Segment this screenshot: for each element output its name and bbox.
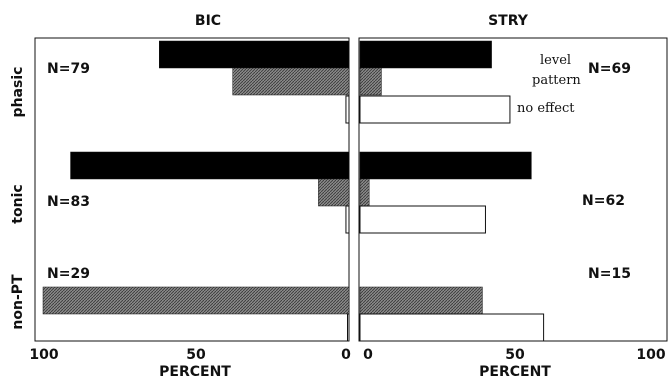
stry-xlabel: PERCENT	[479, 364, 551, 380]
bic-tick-0: 0	[341, 347, 351, 363]
bic-n-phasic: N=79	[47, 61, 90, 77]
bic-title: BIC	[195, 13, 221, 29]
bic-n-non-pt: N=29	[47, 266, 90, 282]
group-label-phasic: phasic	[10, 67, 26, 118]
stry-n-non-pt: N=15	[588, 266, 631, 282]
stry-bar-phasic-level	[359, 40, 492, 69]
stry-bar-phasic-no-effect	[359, 95, 511, 124]
stry-n-tonic: N=62	[582, 193, 625, 209]
bic-bar-phasic-no-effect	[345, 95, 350, 124]
bic-tick-100: 100	[29, 347, 58, 363]
bic-xlabel: PERCENT	[159, 364, 231, 380]
bic-bar-tonic-pattern	[318, 178, 350, 207]
bic-n-tonic: N=83	[47, 194, 90, 210]
stry-tick-50: 50	[505, 347, 525, 363]
group-label-tonic: tonic	[10, 184, 26, 223]
legend-level: level	[540, 53, 571, 68]
bic-bar-phasic-level	[159, 40, 350, 69]
legend-no-effect: no effect	[517, 101, 575, 116]
bic-bar-tonic-level	[70, 151, 350, 180]
bic-bar-non-pt-no-effect	[347, 313, 350, 342]
stry-bar-phasic-pattern	[359, 67, 382, 96]
group-label-non-pt: non-PT	[10, 274, 26, 330]
stry-bar-non-pt-no-effect	[359, 313, 545, 342]
stry-tick-100: 100	[636, 347, 665, 363]
stry-tick-0: 0	[363, 347, 373, 363]
bic-bar-tonic-no-effect	[345, 205, 350, 234]
stry-bar-tonic-pattern	[359, 178, 370, 207]
stry-bar-tonic-no-effect	[359, 205, 486, 234]
legend-pattern: pattern	[532, 73, 581, 88]
stry-title: STRY	[488, 13, 529, 29]
bic-bar-non-pt-pattern	[42, 286, 350, 315]
stry-n-phasic: N=69	[588, 61, 631, 77]
stry-bar-non-pt-pattern	[359, 286, 483, 315]
bic-tick-50: 50	[186, 347, 206, 363]
stry-bar-tonic-level	[359, 151, 532, 180]
bic-bar-phasic-pattern	[232, 67, 350, 96]
bars-layer	[42, 40, 545, 342]
